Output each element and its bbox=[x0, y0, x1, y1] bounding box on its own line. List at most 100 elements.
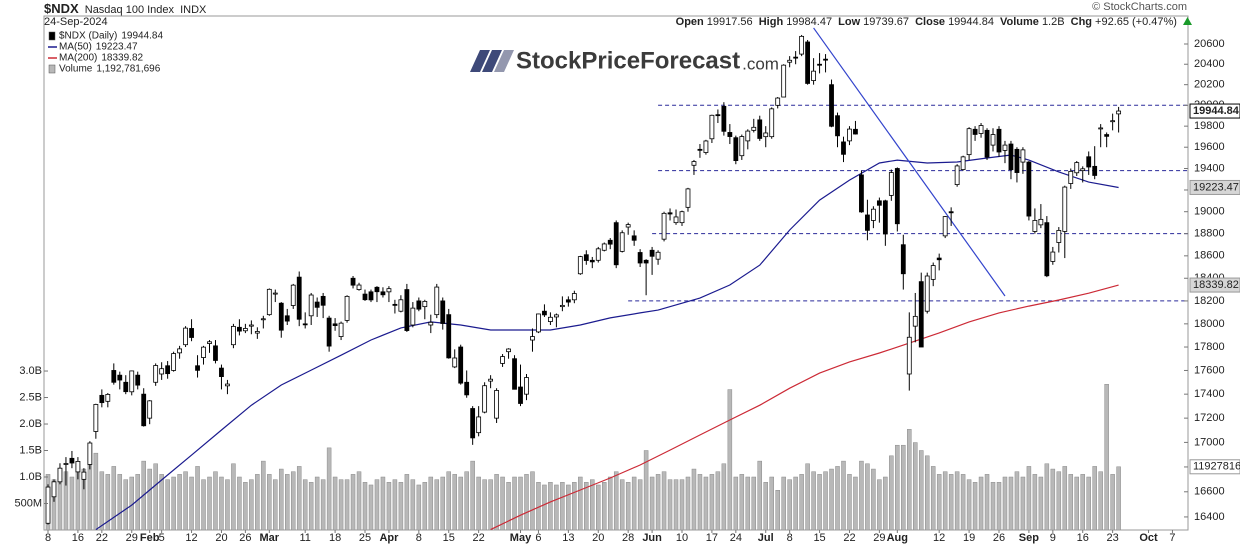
candle-body bbox=[141, 393, 147, 427]
candle-body bbox=[290, 284, 296, 306]
candle-body bbox=[954, 165, 960, 185]
candle-body bbox=[147, 400, 153, 419]
candle-body bbox=[476, 416, 482, 434]
x-tick-label: 15 bbox=[443, 532, 455, 544]
x-tick-label: 17 bbox=[706, 532, 718, 544]
legend-value: 19223.47 bbox=[96, 42, 138, 53]
candle-body bbox=[739, 136, 745, 157]
volume-bar bbox=[500, 476, 505, 530]
volume-bar bbox=[332, 476, 338, 530]
candle-body bbox=[207, 341, 212, 344]
candle-body bbox=[494, 390, 499, 419]
candle-body bbox=[1044, 222, 1050, 277]
candle-body bbox=[595, 248, 601, 261]
volume-bar bbox=[685, 476, 691, 530]
candle-body bbox=[242, 328, 248, 332]
volume-bar bbox=[93, 452, 99, 530]
candle-body bbox=[171, 353, 177, 371]
candle-body bbox=[984, 129, 990, 158]
volume-bar bbox=[464, 471, 469, 530]
value-box-label: 19944.84 bbox=[1193, 105, 1240, 117]
volume-bar bbox=[470, 460, 475, 530]
volume-bar bbox=[590, 479, 595, 530]
candle-body bbox=[254, 331, 260, 334]
candle-body bbox=[637, 252, 643, 264]
candle-body bbox=[338, 322, 344, 337]
y-tick-label: 20200 bbox=[1194, 79, 1225, 91]
volume-bar bbox=[1038, 476, 1044, 530]
volume-bar bbox=[494, 474, 499, 530]
volume-bar bbox=[918, 450, 924, 530]
volume-bar bbox=[99, 471, 105, 530]
volume-bar bbox=[631, 476, 637, 530]
value-box-label: 19223.47 bbox=[1193, 181, 1239, 193]
volume-bar bbox=[572, 482, 577, 530]
value-box bbox=[1189, 103, 1240, 119]
x-tick-label: 22 bbox=[843, 532, 855, 544]
candle-body bbox=[45, 486, 51, 524]
volume-bar bbox=[757, 460, 763, 530]
x-tick-label: 5 bbox=[159, 532, 165, 544]
volume-bar bbox=[960, 474, 966, 530]
y-tick-label: 17200 bbox=[1194, 412, 1225, 424]
volume-bar bbox=[930, 466, 936, 530]
candle-body bbox=[225, 383, 230, 387]
candle-body bbox=[482, 385, 488, 413]
value-box-label: 18339.82 bbox=[1193, 279, 1239, 291]
candle-body bbox=[799, 35, 805, 55]
volume-bar bbox=[853, 476, 858, 530]
legend-name: MA(50) bbox=[59, 42, 92, 53]
volume-bar bbox=[159, 474, 164, 530]
candle-body bbox=[248, 324, 254, 327]
y-tick-label: 18200 bbox=[1194, 295, 1225, 307]
volume-bar bbox=[111, 466, 117, 530]
volume-bar bbox=[721, 463, 727, 530]
volume-bar bbox=[805, 463, 810, 530]
index-name: Nasdaq 100 Index bbox=[84, 4, 175, 16]
volume-bar bbox=[560, 482, 565, 530]
logo-bar bbox=[482, 50, 502, 72]
candle-body bbox=[416, 300, 422, 310]
candle-body bbox=[583, 254, 589, 261]
x-tick-label: Jul bbox=[758, 532, 774, 544]
candle-body bbox=[392, 303, 398, 306]
candle-body bbox=[105, 394, 111, 402]
candle-body bbox=[559, 304, 565, 308]
volume-bar bbox=[219, 476, 224, 530]
candle-body bbox=[518, 386, 523, 404]
volume-bar bbox=[302, 479, 308, 530]
candle-body bbox=[942, 216, 948, 237]
candle-body bbox=[679, 211, 685, 224]
plot-frame bbox=[43, 15, 1189, 531]
volume-bar bbox=[727, 389, 733, 530]
candle-body bbox=[781, 64, 787, 98]
candle-body bbox=[398, 299, 404, 312]
candle-body bbox=[51, 481, 57, 498]
candle-body bbox=[260, 318, 266, 321]
candle-body bbox=[344, 295, 350, 321]
y-tick-label: 18600 bbox=[1194, 250, 1225, 262]
candle-body bbox=[362, 293, 368, 301]
legend-name: MA(200) bbox=[59, 53, 97, 64]
copyright: © StockCharts.com bbox=[1092, 1, 1187, 13]
legend-value: 18339.82 bbox=[101, 53, 143, 64]
volume-bar bbox=[948, 474, 954, 530]
volume-bar bbox=[907, 429, 912, 530]
candle-body bbox=[1008, 143, 1014, 171]
candle-body bbox=[308, 294, 314, 317]
volume-bar bbox=[889, 455, 894, 530]
candle-body bbox=[811, 70, 816, 81]
candle-body bbox=[769, 108, 775, 138]
candle-body bbox=[1014, 148, 1020, 173]
volume-bar bbox=[279, 468, 284, 530]
candle-body bbox=[284, 315, 290, 322]
y-tick-label: 16400 bbox=[1194, 511, 1225, 523]
x-tick-label: 28 bbox=[622, 532, 634, 544]
x-tick-label: 29 bbox=[873, 532, 885, 544]
volume-bar bbox=[1086, 476, 1091, 530]
candle-body bbox=[966, 128, 972, 156]
volume-bar bbox=[661, 471, 667, 530]
x-tick-label: 16 bbox=[72, 532, 84, 544]
candle-body bbox=[1002, 144, 1008, 151]
volume-bar bbox=[619, 479, 625, 530]
